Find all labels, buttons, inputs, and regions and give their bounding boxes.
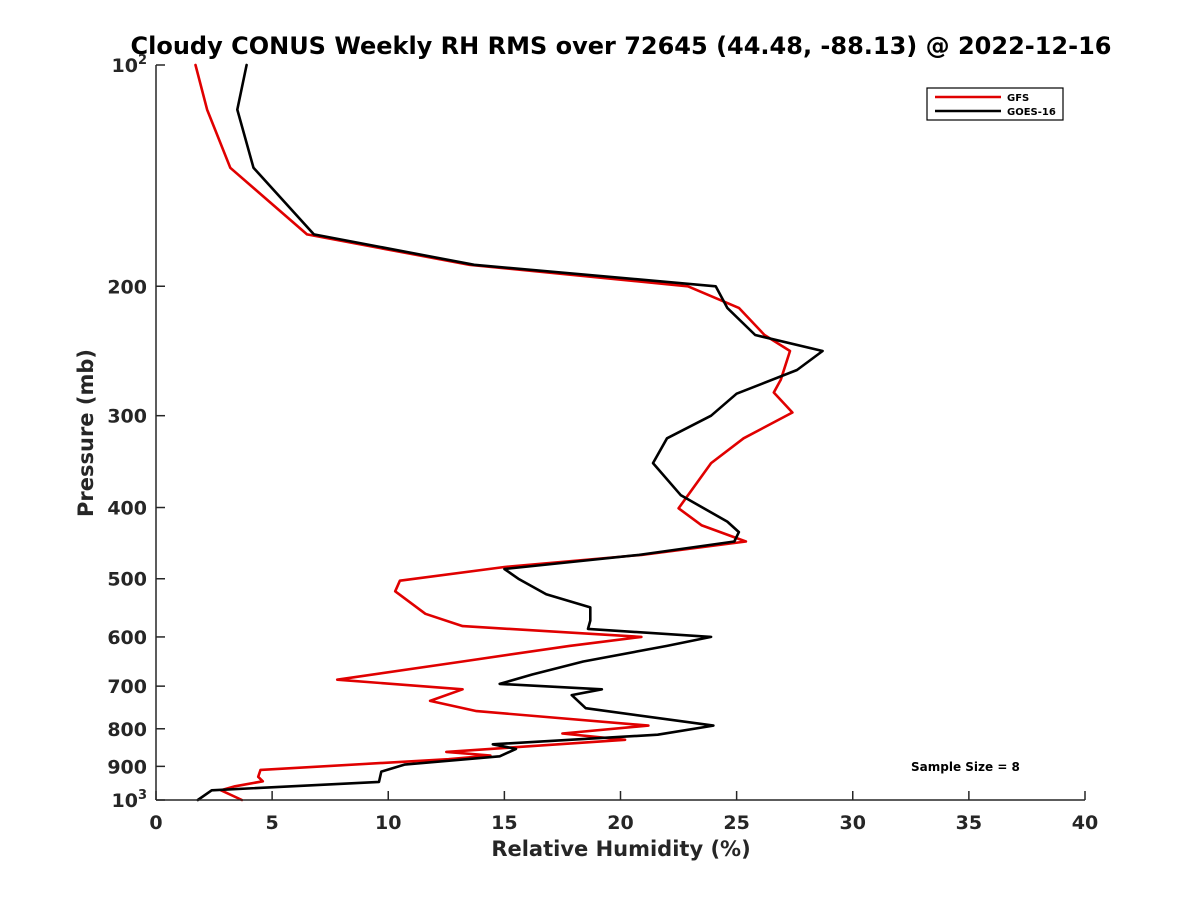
legend-box [926,87,1064,121]
series-line-goes-16 [196,63,824,802]
x-tick-label: 5 [266,812,279,834]
x-tick-label: 10 [375,812,401,834]
legend-label: GFS [1007,93,1029,104]
legend-label: GOES-16 [1007,107,1056,118]
x-axis-ticks: 0 5 10 15 20 25 30 35 40 [149,791,1098,834]
x-tick-label: 15 [491,812,517,834]
y-tick-label: 102 [112,53,148,77]
y-axis-label: Pressure (mb) [74,349,98,517]
legend: GFS GOES-16 [926,87,1064,121]
x-tick-label: 35 [956,812,982,834]
x-tick-label: 40 [1072,812,1098,834]
chart-title: Cloudy CONUS Weekly RH RMS over 72645 (4… [131,32,1112,60]
y-tick-base: 10 [112,790,138,812]
legend-entries: GFS GOES-16 [935,93,1056,118]
plot-area: 0 5 10 15 20 25 30 35 40 10220030040050060070080… [107,53,1098,834]
y-tick-label: 800 [107,719,147,741]
y-tick-label: 700 [107,676,147,698]
y-tick-exponent: 3 [138,788,147,803]
x-tick-label: 20 [607,812,633,834]
y-tick-label: 900 [107,756,147,778]
y-tick-label: 200 [107,276,147,298]
y-tick-base: 10 [112,55,138,77]
y-tick-exponent: 2 [138,53,147,68]
y-tick-label: 500 [107,569,147,591]
x-axis-label: Relative Humidity (%) [491,837,750,861]
x-tick-label: 30 [840,812,866,834]
series-layer [194,63,824,802]
series-line-gfs [194,63,794,802]
x-tick-label: 25 [723,812,749,834]
x-tick-label: 0 [149,812,162,834]
y-tick-label: 300 [107,406,147,428]
sample-size-annotation: Sample Size = 8 [911,760,1020,774]
y-tick-label: 400 [107,498,147,520]
y-tick-label: 600 [107,627,147,649]
y-tick-label: 103 [112,788,148,812]
